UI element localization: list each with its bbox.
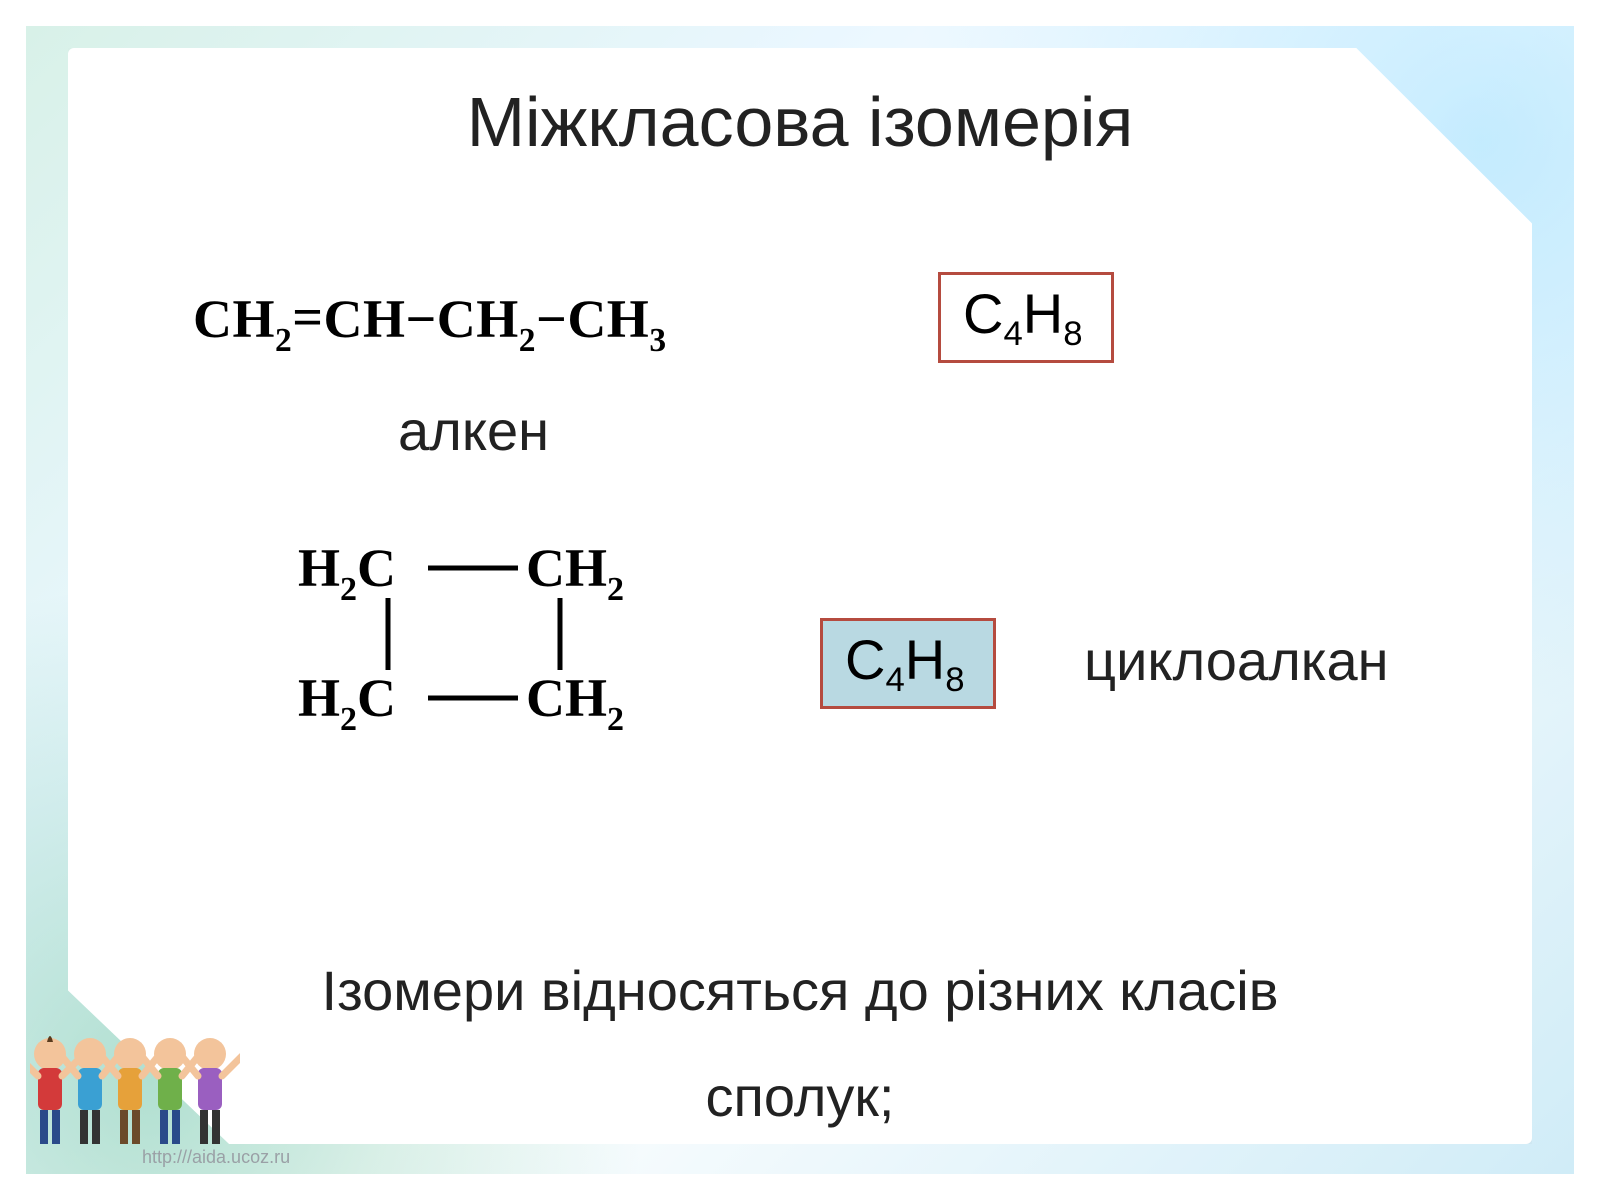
cycloalkane-molecular-formula-box: С4Н8 — [820, 618, 996, 709]
subscript: 2 — [275, 322, 292, 359]
element-c: С — [963, 282, 1003, 345]
content-card: Міжкласова ізомерія CH2=CH−CH2−CH3 алкен… — [68, 48, 1532, 1144]
subscript: 4 — [1003, 315, 1022, 353]
alkene-label: алкен — [398, 398, 549, 463]
alkene-molecular-formula-box: С4Н8 — [938, 272, 1114, 363]
subscript: 3 — [649, 322, 666, 359]
svg-text:CH2: CH2 — [526, 538, 624, 608]
cycloalkane-structure: H2C CH2 H2C CH2 — [278, 528, 708, 758]
ch-part: CH — [324, 289, 406, 349]
element-h: Н — [905, 628, 945, 691]
slide-background: Міжкласова ізомерія CH2=CH−CH2−CH3 алкен… — [0, 0, 1600, 1200]
cycloalkane-label: циклоалкан — [1084, 628, 1389, 693]
single-bond: − — [536, 288, 567, 350]
ch-part: CH — [437, 289, 519, 349]
subscript: 8 — [945, 661, 964, 699]
subscript: 8 — [1063, 315, 1082, 353]
footer-line: сполук; — [68, 1044, 1532, 1150]
single-bond: − — [406, 288, 437, 350]
ch-part: CH — [567, 289, 649, 349]
footer-statement: Ізомери відносяться до різних класів спо… — [68, 938, 1532, 1151]
subscript: 2 — [519, 322, 536, 359]
svg-text:H2C: H2C — [298, 668, 396, 738]
ch-part: CH — [193, 289, 275, 349]
footer-line: Ізомери відносяться до різних класів — [68, 938, 1532, 1044]
source-url: http:///aida.ucoz.ru — [142, 1147, 290, 1168]
subscript: 4 — [885, 661, 904, 699]
svg-text:CH2: CH2 — [526, 668, 624, 738]
element-c: С — [845, 628, 885, 691]
double-bond: = — [292, 286, 323, 348]
element-h: Н — [1023, 282, 1063, 345]
alkene-structural-formula: CH2=CH−CH2−CH3 — [193, 288, 667, 358]
slide-title: Міжкласова ізомерія — [68, 82, 1532, 162]
svg-text:H2C: H2C — [298, 538, 396, 608]
